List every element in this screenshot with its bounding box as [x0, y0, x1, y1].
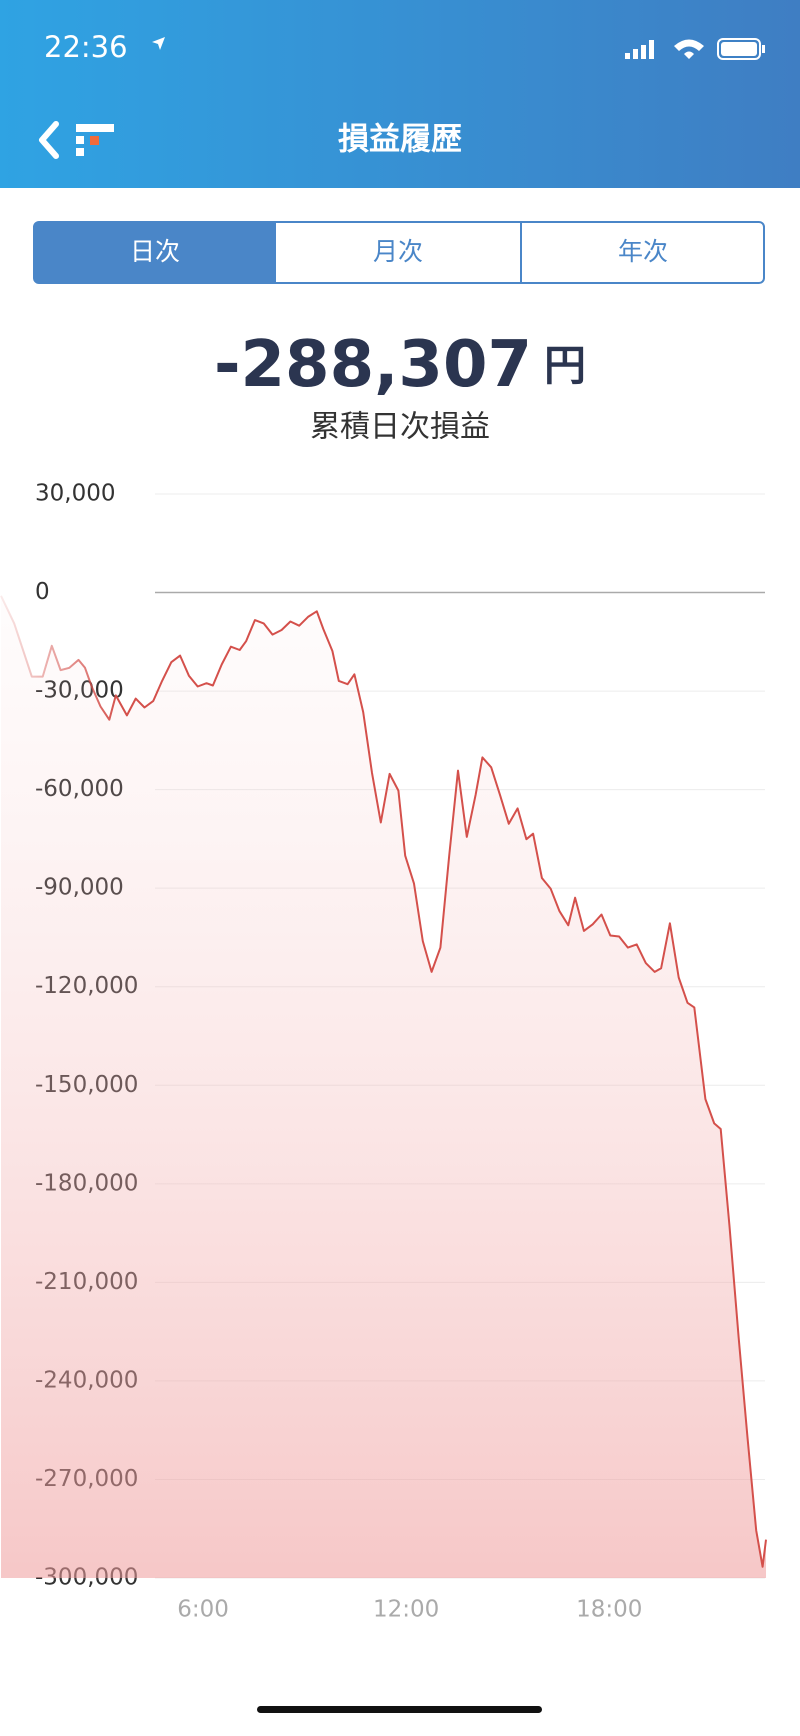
home-indicator — [257, 1706, 542, 1713]
tab-active-bg — [34, 222, 276, 283]
summary-value: -288,307 — [214, 328, 532, 402]
header-title: 損益履歴 — [338, 122, 462, 158]
line — [0, 595, 767, 1568]
area — [1, 595, 767, 1578]
signal-icon — [625, 40, 654, 59]
status-time: 22:36 — [44, 30, 128, 64]
y-tick-label: 30,000 — [35, 481, 115, 507]
tab[interactable]: 日次 — [130, 237, 180, 266]
header-bar — [0, 0, 800, 188]
chart: 30,0000-30,000-60,000-90,000-120,000-150… — [0, 481, 767, 1623]
tab[interactable]: 年次 — [618, 237, 668, 266]
y-tick-label: 0 — [35, 579, 50, 605]
summary: -288,307 円 — [214, 328, 586, 402]
x-tick-label: 18:00 — [576, 1597, 642, 1623]
location-icon — [152, 37, 165, 50]
summary-label: 累積日次損益 — [310, 410, 490, 445]
tab[interactable]: 月次 — [373, 237, 423, 266]
battery-icon — [717, 38, 765, 60]
x-tick-label: 6:00 — [177, 1597, 229, 1623]
app-logo — [76, 124, 114, 156]
summary-unit: 円 — [544, 341, 586, 390]
back-button[interactable] — [39, 121, 59, 159]
x-tick-label: 12:00 — [373, 1597, 439, 1623]
wifi-icon — [674, 39, 704, 59]
